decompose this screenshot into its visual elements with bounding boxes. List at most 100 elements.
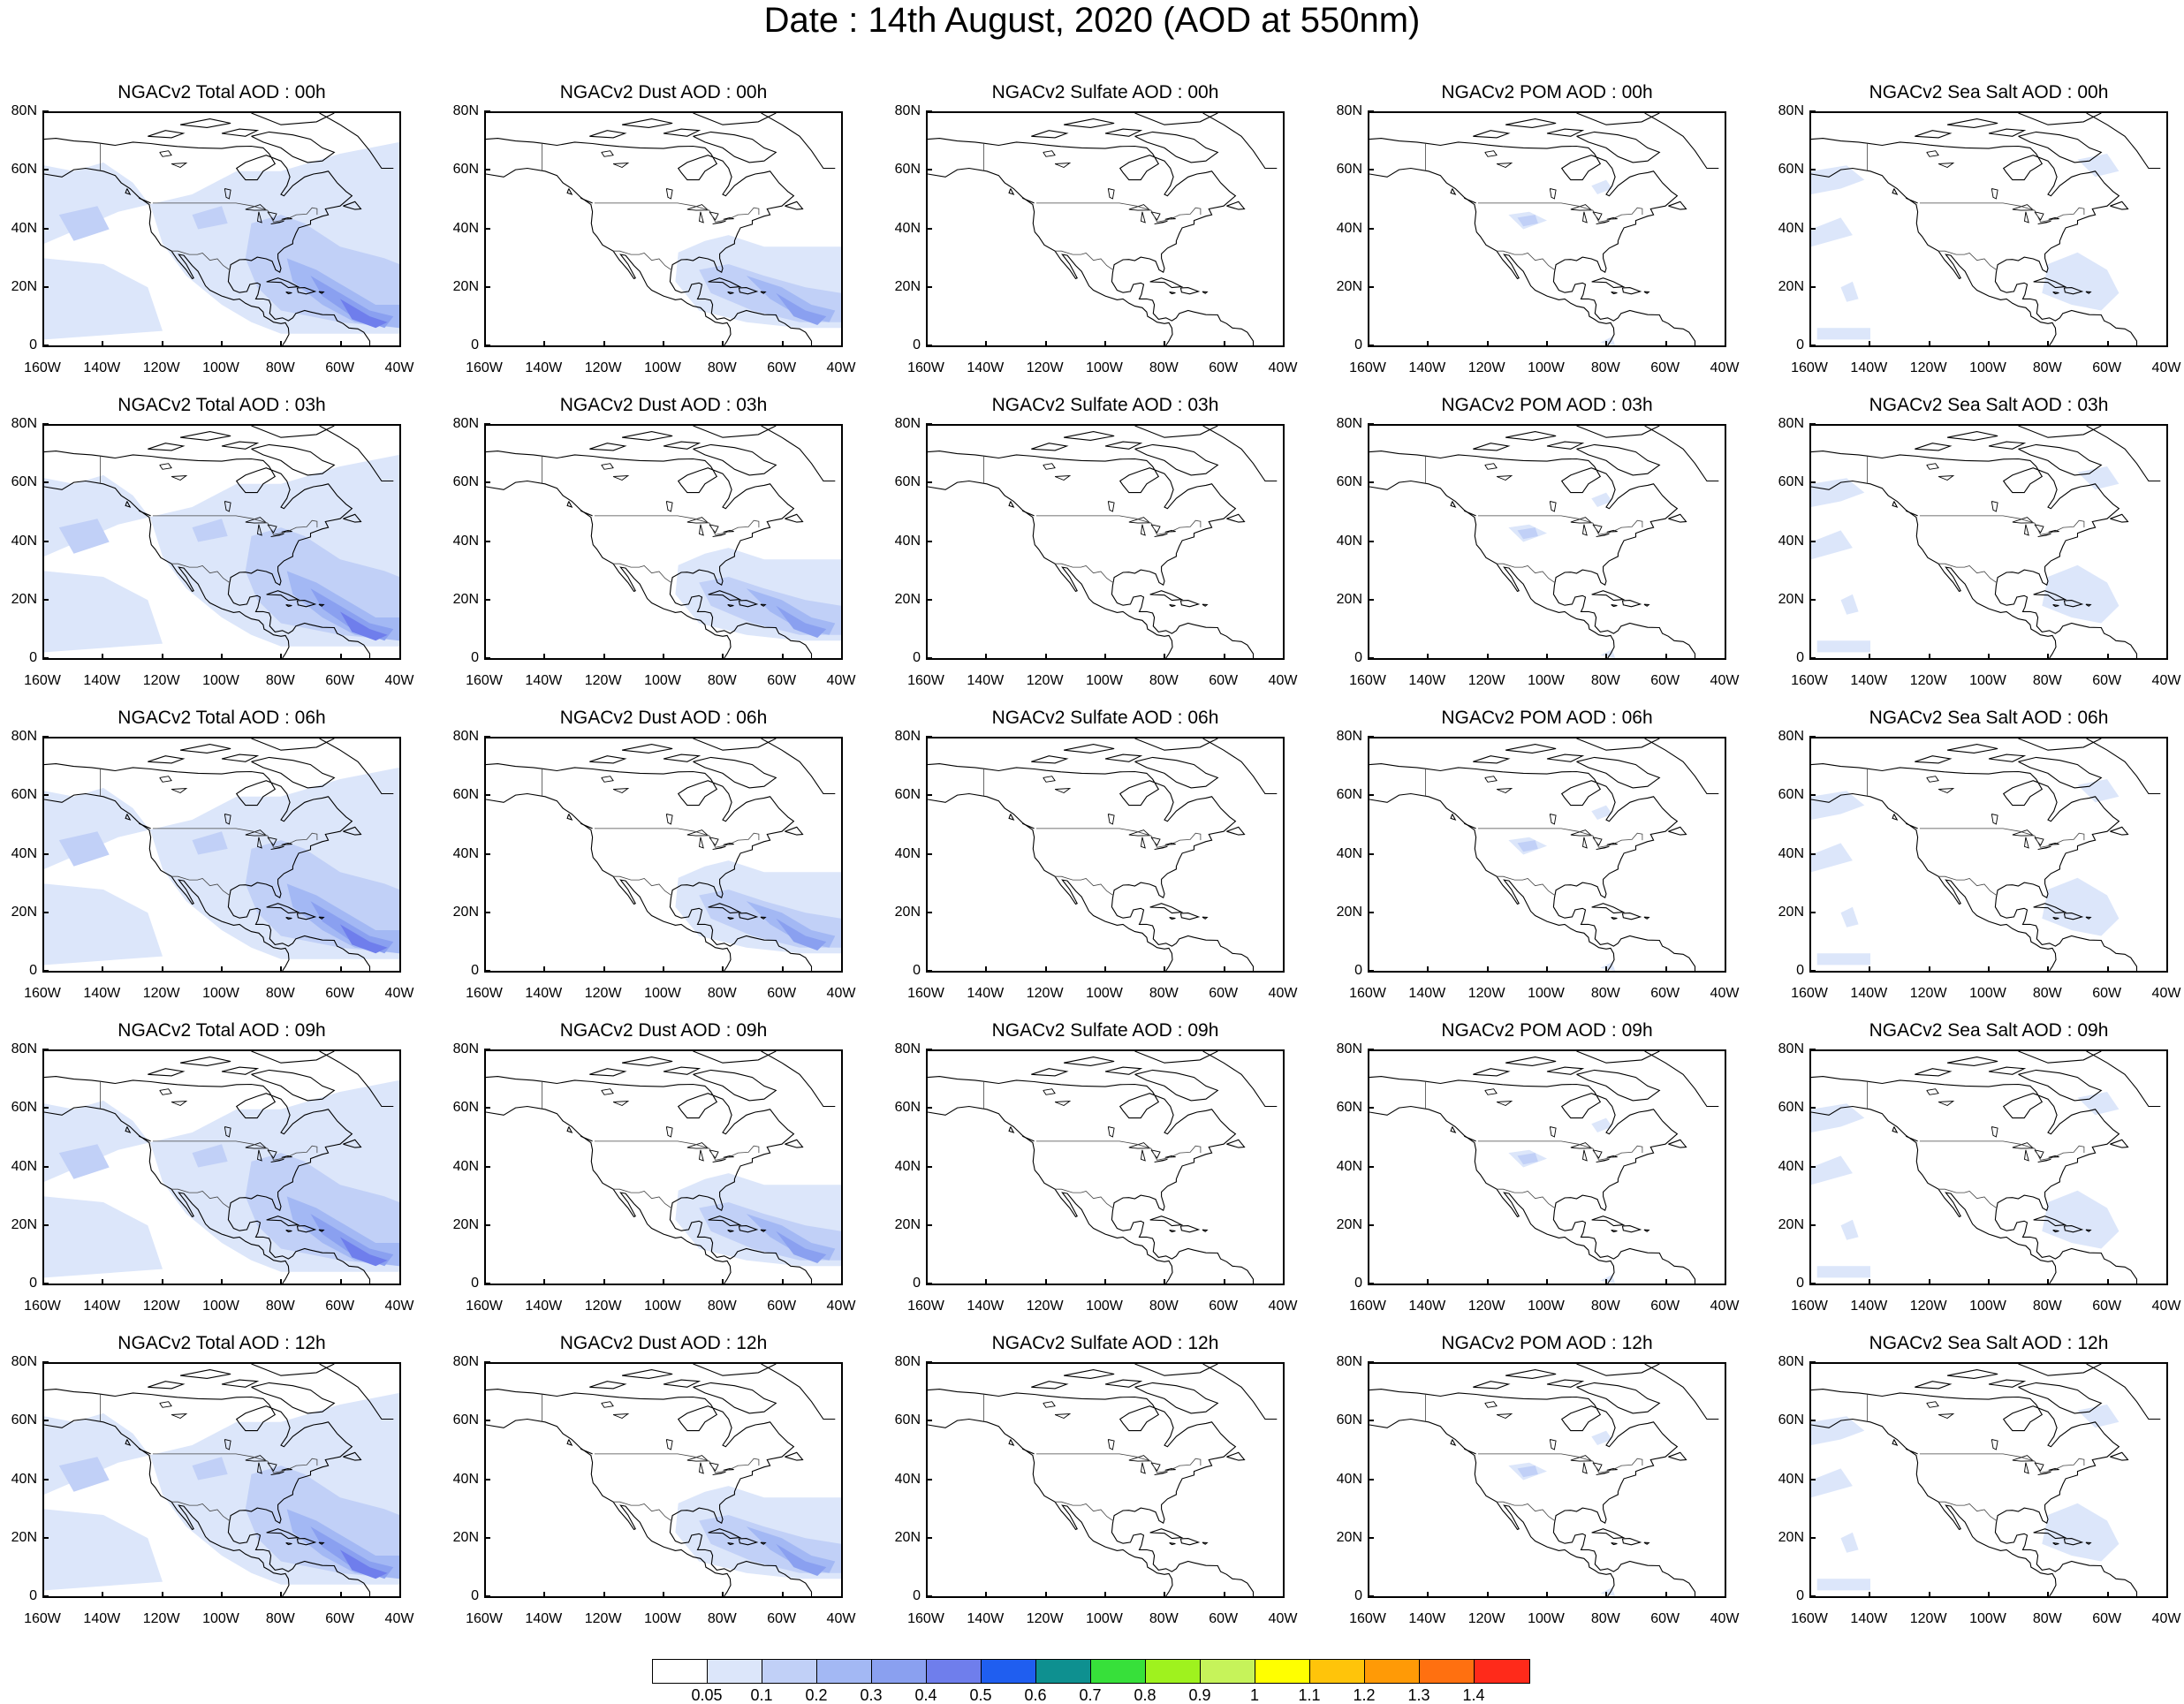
figure-title: Date : 14th August, 2020 (AOD at 550nm)	[763, 1, 1421, 40]
map-plot-area	[1368, 1362, 1726, 1598]
map-panel-dust-00h: NGACv2 Dust AOD : 00h 80N 60N 40N 20N 0 160W 14…	[442, 80, 883, 392]
lon-tick-label: 140W	[83, 1299, 121, 1314]
lat-tick-label: 60N	[894, 1412, 921, 1428]
colorbar-label: 0.3	[860, 1686, 883, 1704]
lat-tick-label: 20N	[1336, 278, 1362, 294]
lon-tick-label: 100W	[644, 1611, 681, 1626]
lon-tick-label: 80W	[265, 360, 295, 375]
lon-tick-mark	[102, 966, 104, 973]
lon-tick-label: 100W	[202, 1299, 239, 1314]
lon-tick-label: 140W	[1408, 1611, 1446, 1626]
lon-tick-mark	[722, 1279, 724, 1285]
lat-tick-label: 40N	[452, 1471, 479, 1487]
lon-tick-label: 80W	[1590, 360, 1620, 375]
colorbar-swatch	[762, 1660, 817, 1683]
lat-tick-label: 20N	[11, 278, 37, 294]
lon-tick-label: 80W	[1590, 1611, 1620, 1626]
map-panel-seasalt-06h: NGACv2 Sea Salt AOD : 06h 80N 60N 40N 20N 0 16…	[1767, 705, 2184, 1018]
lon-tick-mark	[102, 1592, 104, 1598]
map-panel-dust-09h: NGACv2 Dust AOD : 09h 80N 60N 40N 20N 0 160W 14…	[442, 1018, 883, 1330]
lat-tick-mark	[484, 1478, 490, 1481]
lon-tick-mark	[1368, 1592, 1369, 1598]
lon-tick-mark	[399, 341, 401, 347]
lon-tick-label: 160W	[1791, 1611, 1828, 1626]
lon-tick-mark	[1546, 654, 1548, 660]
map-panel-pom-03h: NGACv2 POM AOD : 03h 80N 60N 40N 20N 0 160W 140…	[1325, 392, 1767, 705]
lon-tick-mark	[1486, 1279, 1489, 1285]
lon-tick-label: 140W	[525, 1611, 563, 1626]
lat-tick-mark	[42, 657, 49, 659]
lon-tick-label: 120W	[584, 360, 622, 375]
lon-tick-label: 140W	[525, 1299, 563, 1314]
lon-tick-mark	[1368, 341, 1369, 347]
colorbar-swatch	[1420, 1660, 1475, 1683]
lat-tick-mark	[42, 1361, 49, 1363]
lat-tick-label: 40N	[11, 1158, 37, 1174]
lon-tick-label: 160W	[466, 986, 503, 1001]
colorbar-swatch	[708, 1660, 762, 1683]
colorbar-label: 0.1	[750, 1686, 773, 1704]
colorbar-swatch	[1091, 1660, 1146, 1683]
lon-tick-mark	[1928, 654, 1930, 660]
lon-tick-label: 80W	[265, 673, 295, 688]
lon-tick-mark	[1546, 1592, 1548, 1598]
lon-tick-label: 140W	[83, 1611, 121, 1626]
lat-tick-mark	[484, 1283, 490, 1284]
lon-tick-mark	[1605, 966, 1608, 973]
lat-tick-label: 80N	[11, 729, 37, 744]
map-panel-sulfate-00h: NGACv2 Sulfate AOD : 00h 80N 60N 40N 20N 0 160…	[883, 80, 1325, 392]
lon-tick-label: 40W	[2151, 673, 2181, 688]
lon-tick-mark	[1283, 966, 1285, 973]
lon-tick-mark	[1283, 341, 1285, 347]
lat-tick-mark	[1809, 1049, 1816, 1050]
lon-tick-mark	[1104, 1279, 1106, 1285]
lat-tick-mark	[1809, 540, 1816, 542]
map-plot-area	[42, 1362, 401, 1598]
lon-tick-mark	[1725, 1279, 1726, 1285]
lat-tick-mark	[1809, 1536, 1816, 1539]
lon-tick-label: 100W	[644, 673, 681, 688]
lat-tick-mark	[1809, 794, 1816, 797]
lat-tick-label: 0	[1354, 650, 1362, 665]
lat-tick-label: 60N	[11, 787, 37, 803]
lat-tick-mark	[1368, 423, 1374, 425]
panel-title: NGACv2 Total AOD : 03h	[118, 395, 326, 415]
lon-tick-mark	[42, 1279, 44, 1285]
lat-tick-label: 40N	[1778, 220, 1804, 236]
lat-tick-label: 80N	[1778, 1354, 1804, 1369]
lat-tick-label: 20N	[452, 1529, 479, 1545]
lon-tick-mark	[102, 341, 104, 347]
lon-tick-mark	[1725, 1592, 1726, 1598]
lon-tick-label: 40W	[826, 1299, 856, 1314]
lon-tick-mark	[280, 1279, 283, 1285]
colorbar-swatch	[872, 1660, 927, 1683]
lon-tick-mark	[1164, 654, 1166, 660]
colorbar-label: 0.2	[805, 1686, 828, 1704]
lon-tick-mark	[339, 966, 342, 973]
map-panel-sulfate-06h: NGACv2 Sulfate AOD : 06h 80N 60N 40N 20N 0 160…	[883, 705, 1325, 1018]
lat-tick-mark	[1368, 540, 1374, 542]
lat-tick-mark	[1809, 1223, 1816, 1226]
lon-tick-mark	[603, 966, 605, 973]
lat-tick-label: 0	[29, 337, 37, 352]
lat-tick-mark	[1809, 285, 1816, 288]
lon-tick-mark	[1427, 654, 1429, 660]
lon-tick-label: 60W	[1209, 673, 1239, 688]
lat-tick-mark	[1368, 169, 1374, 171]
lat-tick-mark	[42, 736, 49, 738]
lon-tick-mark	[543, 1279, 546, 1285]
lon-tick-mark	[2047, 966, 2050, 973]
lon-tick-mark	[1368, 966, 1369, 973]
lon-tick-label: 40W	[826, 360, 856, 375]
lat-tick-label: 80N	[894, 416, 921, 431]
lat-tick-label: 80N	[1336, 1354, 1362, 1369]
lat-tick-mark	[42, 540, 49, 542]
lat-tick-mark	[484, 970, 490, 972]
lon-tick-label: 100W	[644, 986, 681, 1001]
lat-tick-mark	[1368, 1107, 1374, 1109]
lon-tick-label: 160W	[24, 1611, 61, 1626]
lon-tick-mark	[484, 654, 486, 660]
colorbar-label: 1.3	[1407, 1686, 1430, 1704]
lat-tick-label: 0	[29, 1588, 37, 1603]
lat-tick-label: 0	[471, 650, 479, 665]
